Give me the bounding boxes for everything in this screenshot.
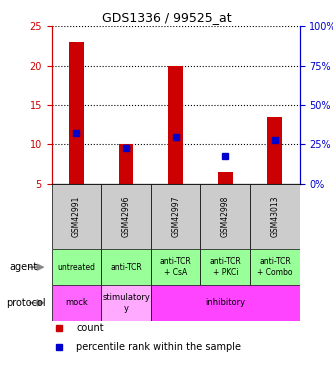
Bar xyxy=(151,285,300,321)
Bar xyxy=(69,42,84,184)
Bar xyxy=(101,285,151,321)
Text: GDS1336 / 99525_at: GDS1336 / 99525_at xyxy=(102,11,231,24)
Bar xyxy=(101,184,151,249)
Bar xyxy=(52,184,101,249)
Bar xyxy=(168,66,183,184)
Bar xyxy=(218,172,233,184)
Bar xyxy=(200,184,250,249)
Bar xyxy=(52,249,101,285)
Text: stimulatory
y: stimulatory y xyxy=(102,293,150,312)
Bar xyxy=(101,249,151,285)
Text: mock: mock xyxy=(65,298,88,307)
Text: GSM42991: GSM42991 xyxy=(72,196,81,237)
Bar xyxy=(267,117,282,184)
Bar xyxy=(119,144,134,184)
Text: GSM42998: GSM42998 xyxy=(221,196,230,237)
Text: GSM42996: GSM42996 xyxy=(122,196,131,237)
Text: agent: agent xyxy=(9,262,38,272)
Bar xyxy=(250,249,300,285)
Bar xyxy=(250,184,300,249)
Text: anti-TCR
+ CsA: anti-TCR + CsA xyxy=(160,258,191,277)
Bar xyxy=(151,184,200,249)
Text: anti-TCR
+ Combo: anti-TCR + Combo xyxy=(257,258,293,277)
Text: inhibitory: inhibitory xyxy=(205,298,245,307)
Text: count: count xyxy=(77,323,104,333)
Bar xyxy=(52,285,101,321)
Text: anti-TCR
+ PKCi: anti-TCR + PKCi xyxy=(209,258,241,277)
Bar xyxy=(200,249,250,285)
Bar xyxy=(151,249,200,285)
Text: GSM42997: GSM42997 xyxy=(171,196,180,237)
Text: untreated: untreated xyxy=(57,262,96,272)
Text: GSM43013: GSM43013 xyxy=(270,196,279,237)
Text: anti-TCR: anti-TCR xyxy=(110,262,142,272)
Text: percentile rank within the sample: percentile rank within the sample xyxy=(77,342,241,352)
Text: protocol: protocol xyxy=(6,298,46,308)
